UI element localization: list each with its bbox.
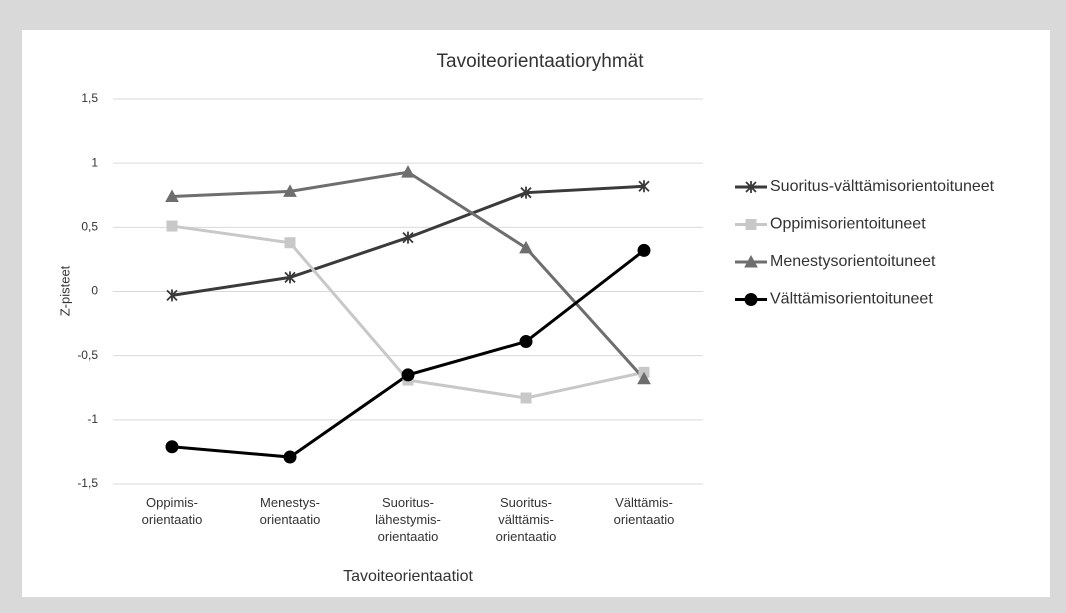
marker	[283, 450, 297, 464]
marker	[284, 271, 296, 284]
x-tick-label: Suoritus- välttämis- orientaatio	[495, 495, 557, 544]
marker	[165, 440, 179, 454]
marker	[637, 371, 651, 385]
chart-title: Tavoiteorientaatioryhmät	[437, 51, 645, 72]
marker	[402, 231, 414, 244]
marker	[165, 189, 179, 203]
marker	[745, 181, 757, 193]
y-tick-label: 1,5	[81, 91, 98, 105]
y-tick-label: -1	[87, 412, 98, 426]
marker	[637, 243, 651, 257]
y-tick-label: 1	[91, 155, 98, 169]
marker	[745, 219, 757, 230]
legend-label: Välttämisorientoituneet	[770, 291, 933, 308]
marker	[166, 220, 178, 232]
x-axis-label: Tavoiteorientaatiot	[343, 568, 473, 585]
marker	[744, 254, 758, 268]
x-tick-label: Oppimis- orientaatio	[141, 495, 203, 527]
chart-panel	[22, 30, 1050, 597]
legend-label: Menestysorientoituneet	[770, 253, 936, 270]
x-tick-label: Suoritus- lähestymis- orientaatio	[375, 495, 441, 544]
y-tick-label: 0	[91, 284, 98, 298]
legend-label: Suoritus-välttämisorientoituneet	[770, 178, 995, 195]
y-tick-label: 0,5	[81, 220, 98, 234]
y-axis-label: Z-pisteet	[57, 265, 72, 316]
y-tick-label: -0,5	[77, 348, 98, 362]
marker	[283, 184, 297, 197]
marker	[166, 289, 178, 302]
x-tick-label: Välttämis- orientaatio	[613, 495, 675, 527]
x-tick-label: Menestys- orientaatio	[259, 495, 321, 527]
y-tick-label: -1,5	[77, 476, 98, 490]
legend-label: Oppimisorientoituneet	[770, 216, 926, 233]
marker	[744, 293, 758, 306]
marker	[520, 392, 532, 404]
marker	[519, 240, 533, 254]
marker	[519, 335, 533, 349]
marker	[401, 368, 415, 382]
marker	[638, 180, 650, 193]
marker	[401, 165, 415, 178]
marker	[284, 237, 296, 249]
marker	[520, 186, 532, 199]
